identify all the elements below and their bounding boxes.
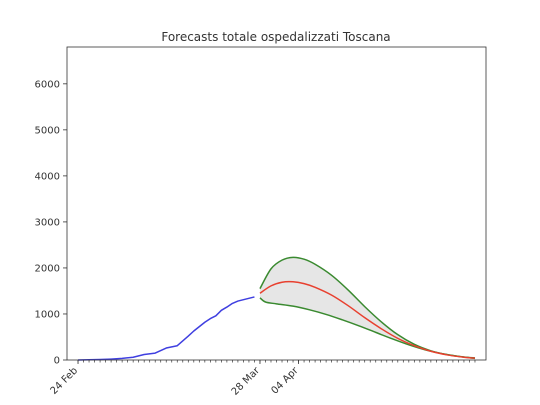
chart-title: Forecasts totale ospedalizzati Toscana: [161, 30, 390, 44]
series-layer: [78, 256, 476, 361]
y-tick-label: 3000: [35, 217, 60, 228]
series-line-forecast: [259, 280, 476, 359]
y-tick-label: 2000: [35, 263, 60, 274]
forecast-band-layer: [259, 257, 475, 359]
x-tick-label: 24 Feb: [49, 365, 81, 397]
x-tick-label: 28 Mar: [230, 365, 263, 398]
x-tick-label: 04 Apr: [269, 365, 301, 397]
y-tick-label: 1000: [35, 309, 60, 320]
y-tick-label: 6000: [35, 79, 60, 90]
axes-layer: 0 1000 2000 3000 4000 5000 6000 24 Feb 28 Mar 04 …: [35, 46, 487, 398]
series-line-observed: [78, 296, 255, 361]
confidence-band: [259, 257, 475, 359]
y-tick-label: 4000: [35, 171, 60, 182]
y-tick-label: 0: [54, 356, 60, 367]
y-tick-label: 5000: [35, 125, 60, 136]
plot-frame: [66, 46, 487, 361]
